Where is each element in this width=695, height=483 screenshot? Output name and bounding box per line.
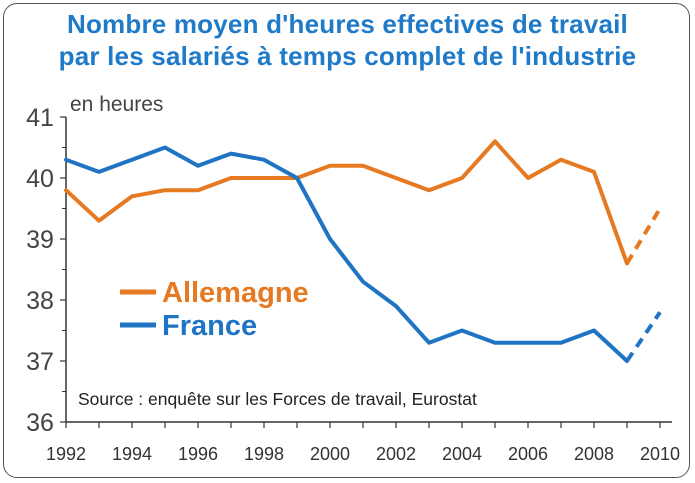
legend-label: France <box>162 310 257 342</box>
axes: 36 37 38 39 40 41 1992 1994 1996 1998 2000 2002 2004… <box>26 104 680 464</box>
y-tick-label: 37 <box>26 348 54 376</box>
legend-label: Allemagne <box>162 277 309 309</box>
x-tick-label: 1996 <box>178 444 218 464</box>
series-line-france <box>64 145 629 363</box>
series-line-allemagne <box>64 139 629 266</box>
x-tick-label: 2004 <box>442 444 482 464</box>
y-tick-label: 40 <box>26 165 54 193</box>
y-tick-label: 41 <box>26 104 54 132</box>
series-projection-allemagne <box>625 207 662 265</box>
chart-title-line1: Nombre moyen d'heures effectives de trav… <box>67 9 628 39</box>
x-tick-label: 2002 <box>376 444 416 464</box>
x-tick-label: 1992 <box>46 444 86 464</box>
chart-frame <box>3 3 690 478</box>
x-tick-label: 2008 <box>574 444 614 464</box>
series-lines <box>64 139 662 363</box>
series-projection-france <box>625 311 662 363</box>
y-axis-label: en heures <box>70 93 163 116</box>
chart-title: Nombre moyen d'heures effectives de trav… <box>0 8 695 72</box>
y-tick-label: 39 <box>26 226 54 254</box>
y-tick-label: 38 <box>26 287 54 315</box>
y-tick-label: 36 <box>26 409 54 437</box>
x-tick-label: 2006 <box>508 444 548 464</box>
source-note: Source : enquête sur les Forces de trava… <box>78 389 477 409</box>
x-tick-label: 2000 <box>310 444 350 464</box>
x-tick-label: 2010 <box>640 444 680 464</box>
x-tick-label: 1998 <box>244 444 284 464</box>
x-tick-label: 1994 <box>112 444 152 464</box>
chart-title-line2: par les salariés à temps complet de l'in… <box>58 41 637 71</box>
